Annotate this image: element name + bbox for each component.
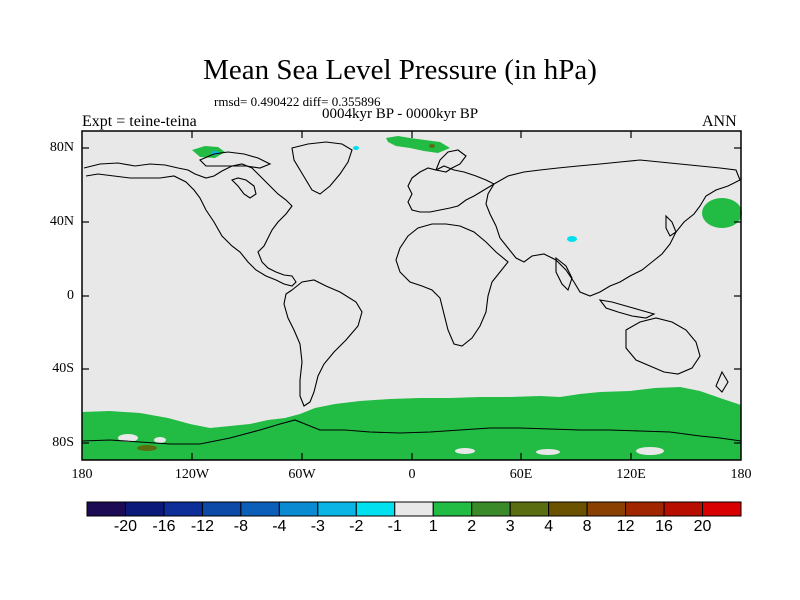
coastlines [81,141,742,445]
colorbar-tick-label: -4 [272,518,287,535]
lon-label-180w: 180 [71,467,93,482]
colorbar-swatch [86,501,126,517]
period-label: 0004kyr BP - 0000kyr BP [322,106,479,122]
colorbar-swatch [163,501,203,517]
lat-label-40s: 40S [52,361,74,376]
coastline-japan [665,214,677,237]
chart-title: Mean Sea Level Pressure (in hPa) [203,54,597,86]
colorbar-swatch [586,501,627,517]
colorbar-swatch [240,501,280,517]
neutral-hole [455,448,475,454]
coastline-australia [625,317,701,375]
rmsd-diff-stats: rmsd= 0.490422 diff= 0.355896 [214,94,381,109]
coastline-europe [407,165,496,213]
arctic-anomaly-region [386,136,450,153]
lat-label-80n: 80N [49,140,74,155]
experiment-label: Expt = teine-teina [82,113,197,130]
antarctic-anomaly-region [82,387,741,460]
lon-label-120e: 120E [616,467,646,482]
colorbar-swatch [201,501,242,517]
colorbar-tick-label: -20 [113,518,138,535]
colorbar-swatch [355,501,396,517]
colorbar-tick-label: 16 [655,518,673,535]
colorbar-swatch [548,501,588,517]
colorbar-swatch [124,501,165,517]
colorbar-tick-label: 4 [544,518,554,535]
colorbar-swatch [663,501,704,517]
colorbar-swatch [317,501,357,517]
neutral-hole [536,449,560,455]
colorbar-tick-label: 20 [693,518,712,535]
coastline-scandinavia [435,149,467,173]
longitude-ticks [191,131,632,460]
lon-label-180e: 180 [730,467,752,482]
neutral-hole [118,434,138,442]
colorbar-swatch [394,501,434,517]
coastline-greenland [291,141,353,195]
lon-label-60w: 60W [288,467,316,482]
lat-label-40n: 40N [49,214,74,229]
coastline-indonesia [598,299,656,319]
brown-anomaly-spot [429,144,435,148]
lon-label-60e: 60E [509,467,533,482]
arctic-anomaly-region [192,146,225,158]
coastline-new-zealand [715,370,729,393]
negative-anomaly-spot [567,236,577,242]
colorbar-tick-label: -12 [190,518,214,535]
colorbar-tick-label: 1 [428,518,438,535]
lat-label-80s: 80S [52,435,74,450]
colorbar-tick-label: -2 [349,518,364,535]
colorbar [86,501,742,517]
neutral-hole [636,447,664,455]
lon-label-120w: 120W [174,467,210,482]
colorbar-swatch [702,501,742,517]
latitude-ticks [82,147,741,444]
colorbar-tick-label: 2 [467,518,477,535]
colorbar-tick-label: 3 [505,518,515,535]
coastline-north-america [83,162,297,287]
colorbar-swatch [625,501,665,517]
coastline-antarctica [81,419,742,445]
negative-anomaly-spot [353,146,359,150]
colorbar-swatch [471,501,511,517]
coastline-africa [395,223,509,347]
north-pacific-anomaly-region [702,198,742,228]
colorbar-swatch [432,501,473,517]
lon-label-0: 0 [408,467,416,482]
colorbar-swatch [509,501,550,517]
neutral-hole [154,437,166,443]
coastline-india [555,256,573,292]
colorbar-tick-label: 12 [616,518,635,535]
colorbar-tick-label: -1 [387,518,402,535]
brown-anomaly-spot [137,445,157,451]
coastline-south-america [283,279,363,407]
colorbar-tick-label: -3 [310,518,325,535]
lat-label-0: 0 [67,288,74,303]
coastline-arctic-islands [199,151,272,169]
colorbar-tick-label: 8 [582,518,592,535]
coastline-asia [485,159,741,297]
season-label: ANN [702,113,737,130]
colorbar-tick-label: -16 [152,518,176,535]
colorbar-tick-label: -8 [233,518,248,535]
colorbar-swatch [278,501,319,517]
coastline-hudson-bay [230,177,257,199]
anomaly-regions [82,136,742,460]
